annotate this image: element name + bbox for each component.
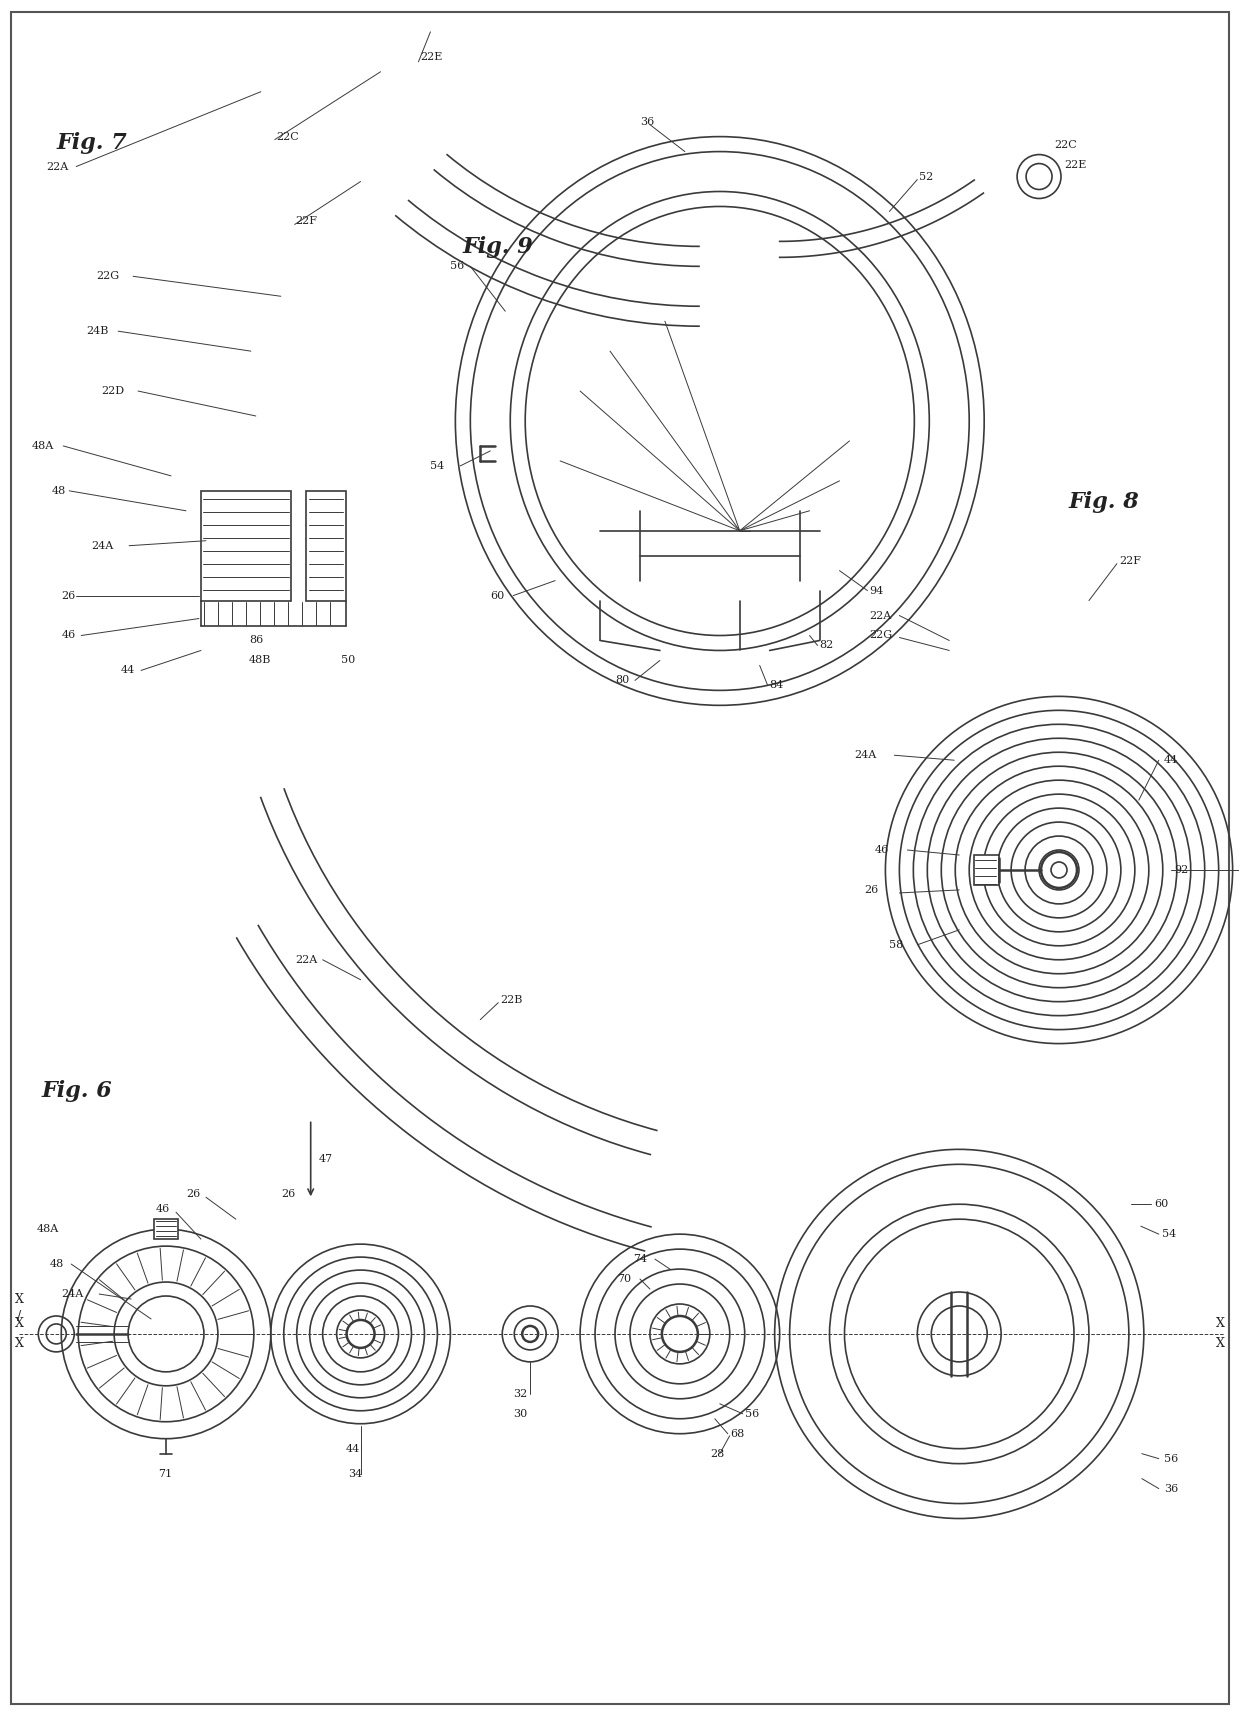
Text: 22D: 22D — [102, 386, 124, 396]
Text: 26: 26 — [280, 1189, 295, 1199]
Bar — [306, 491, 346, 601]
Bar — [154, 1218, 179, 1239]
Text: 48: 48 — [50, 1260, 63, 1270]
Text: 48B: 48B — [249, 656, 272, 666]
Text: 22F: 22F — [1118, 556, 1141, 566]
Text: 24A: 24A — [854, 750, 877, 760]
Text: 92: 92 — [1174, 865, 1188, 875]
Text: 94: 94 — [869, 585, 884, 595]
Text: /: / — [17, 1311, 21, 1323]
Text: 22G: 22G — [97, 271, 119, 281]
Text: 74: 74 — [632, 1254, 647, 1265]
Text: 46: 46 — [61, 630, 76, 640]
Text: 24A: 24A — [92, 541, 113, 551]
Text: 22C: 22C — [275, 132, 299, 142]
Text: 56: 56 — [450, 261, 465, 271]
Text: Fig. 7: Fig. 7 — [56, 132, 126, 154]
Text: 22A: 22A — [869, 611, 892, 621]
Text: 22F: 22F — [295, 216, 317, 227]
Text: 30: 30 — [513, 1409, 527, 1419]
Text: 50: 50 — [341, 656, 355, 666]
Text: 22E: 22E — [420, 51, 443, 62]
Text: 34: 34 — [348, 1469, 363, 1479]
Text: 54: 54 — [1162, 1229, 1176, 1239]
Text: 22B: 22B — [500, 995, 522, 1004]
Text: X: X — [1216, 1337, 1225, 1350]
Text: 68: 68 — [730, 1429, 744, 1438]
Text: 22A: 22A — [295, 954, 317, 964]
Text: 48: 48 — [51, 486, 66, 496]
Text: 71: 71 — [157, 1469, 172, 1479]
Text: 48A: 48A — [31, 441, 53, 451]
Text: 32: 32 — [513, 1388, 527, 1399]
Text: 86: 86 — [249, 635, 263, 645]
Text: 82: 82 — [820, 640, 833, 650]
Text: 47: 47 — [319, 1155, 332, 1165]
Bar — [975, 855, 999, 885]
Text: 26: 26 — [61, 590, 76, 601]
Text: 36: 36 — [640, 117, 655, 127]
Text: Fig. 8: Fig. 8 — [1069, 491, 1140, 513]
Text: 58: 58 — [889, 940, 904, 949]
Text: 56: 56 — [1164, 1453, 1178, 1464]
Text: 48A: 48A — [36, 1224, 58, 1234]
Text: 54: 54 — [430, 462, 445, 470]
Text: 26: 26 — [864, 885, 879, 896]
Text: 26: 26 — [186, 1189, 200, 1199]
Text: 28: 28 — [709, 1448, 724, 1459]
Text: 22G: 22G — [869, 630, 893, 640]
Bar — [201, 491, 290, 601]
Text: 84: 84 — [770, 680, 784, 690]
Text: 52: 52 — [919, 172, 934, 182]
Text: X: X — [1216, 1318, 1225, 1330]
Text: 46: 46 — [874, 844, 889, 855]
Text: 44: 44 — [122, 666, 135, 676]
Text: 44: 44 — [346, 1443, 360, 1453]
Text: 24B: 24B — [87, 326, 109, 336]
Text: X: X — [15, 1292, 24, 1306]
Text: 46: 46 — [156, 1205, 170, 1215]
Text: X: X — [15, 1337, 24, 1350]
Text: Fig. 9: Fig. 9 — [463, 237, 533, 259]
Text: 36: 36 — [1164, 1484, 1178, 1493]
Text: 60: 60 — [490, 590, 505, 601]
Text: 60: 60 — [1153, 1199, 1168, 1210]
Text: 22A: 22A — [46, 161, 68, 172]
Text: 22E: 22E — [1064, 160, 1086, 170]
Text: 80: 80 — [615, 676, 629, 685]
Text: 22C: 22C — [1054, 139, 1076, 149]
Text: Fig. 6: Fig. 6 — [41, 1079, 112, 1102]
Text: X: X — [15, 1318, 24, 1330]
Text: 56: 56 — [745, 1409, 759, 1419]
Text: 70: 70 — [618, 1273, 631, 1284]
Text: 24A: 24A — [61, 1289, 83, 1299]
Text: 44: 44 — [1164, 755, 1178, 765]
